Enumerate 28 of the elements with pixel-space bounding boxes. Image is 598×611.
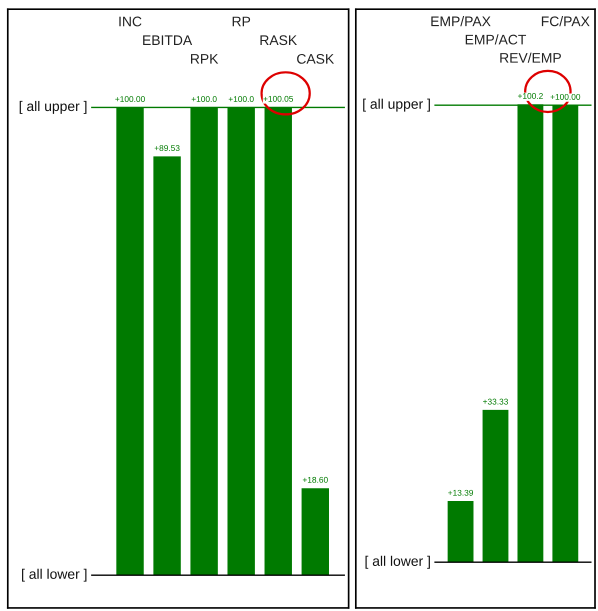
x-tick-label: EBITDA bbox=[143, 35, 192, 45]
data-label: +33.33 bbox=[483, 398, 508, 405]
data-label: +100.00 bbox=[550, 94, 580, 100]
data-label: +100.2 bbox=[518, 93, 543, 99]
data-label: +100.00 bbox=[115, 96, 145, 102]
x-tick-label: FC/PAX bbox=[542, 16, 590, 26]
data-label: +13.39 bbox=[448, 490, 474, 496]
x-tick-label: RP bbox=[232, 16, 250, 26]
data-label: +100.0 bbox=[228, 96, 254, 102]
data-label: +100.0 bbox=[192, 96, 217, 102]
ref-line-label: [ all upper ] bbox=[20, 100, 86, 114]
bar bbox=[153, 156, 181, 576]
data-label: +100.05 bbox=[263, 96, 294, 102]
bar bbox=[482, 410, 508, 562]
ref-line-label: [ all lower ] bbox=[22, 568, 86, 582]
data-label: +89.53 bbox=[154, 145, 180, 151]
bar bbox=[302, 488, 329, 576]
x-tick-label: EMP/PAX bbox=[431, 16, 491, 26]
x-tick-label: RPK bbox=[191, 54, 218, 64]
x-tick-label: RASK bbox=[260, 35, 297, 46]
x-tick-label: INC bbox=[119, 16, 142, 26]
bar bbox=[448, 501, 474, 562]
ref-line-label: [ all upper ] bbox=[363, 98, 430, 112]
ref-line-label: [ all lower ] bbox=[366, 556, 430, 569]
x-tick-label: REV/EMP bbox=[500, 52, 561, 63]
x-tick-label: CASK bbox=[297, 54, 334, 64]
data-label: +18.60 bbox=[302, 476, 328, 483]
x-tick-label: EMP/ACT bbox=[466, 34, 526, 45]
